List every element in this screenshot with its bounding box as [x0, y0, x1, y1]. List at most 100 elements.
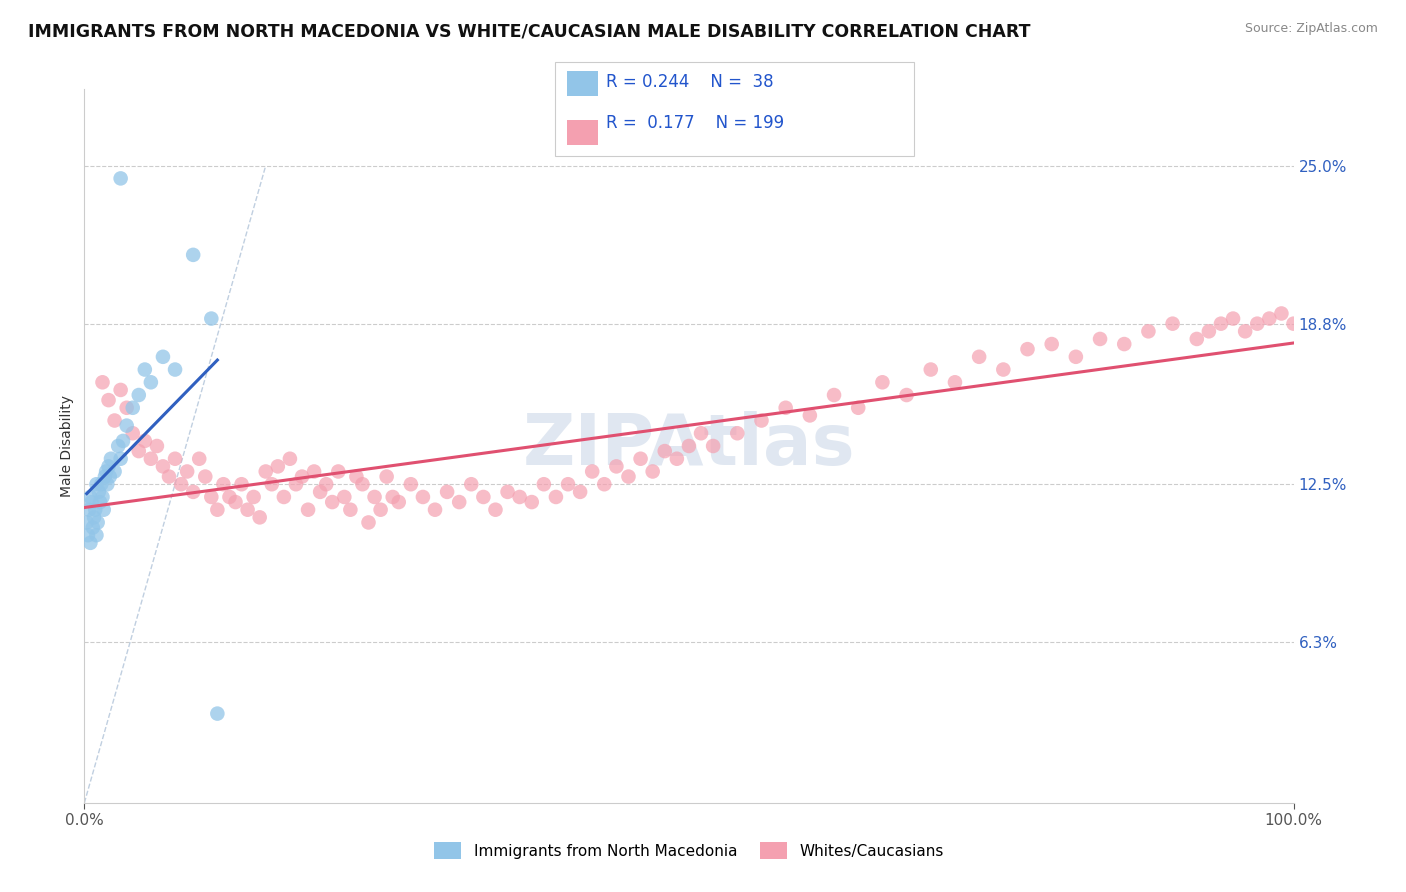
- Point: [775, 401, 797, 415]
- Point: [412, 490, 434, 504]
- Point: [1270, 306, 1292, 320]
- Point: [1234, 324, 1257, 338]
- Point: [751, 413, 773, 427]
- Point: [84, 502, 107, 516]
- Point: [93, 502, 115, 516]
- Point: [165, 451, 187, 466]
- Point: [315, 477, 337, 491]
- Point: [1017, 342, 1039, 356]
- Point: [690, 426, 713, 441]
- Point: [423, 502, 446, 516]
- Point: [654, 444, 676, 458]
- Point: [352, 477, 374, 491]
- Point: [581, 465, 603, 479]
- Point: [297, 502, 319, 516]
- Point: [260, 477, 283, 491]
- Point: [799, 409, 821, 423]
- Point: [82, 520, 104, 534]
- Point: [121, 426, 143, 441]
- Point: [1161, 317, 1184, 331]
- Text: Source: ZipAtlas.com: Source: ZipAtlas.com: [1244, 22, 1378, 36]
- Point: [496, 484, 519, 499]
- Point: [472, 490, 495, 504]
- Point: [1198, 324, 1220, 338]
- Point: [207, 502, 229, 516]
- Point: [157, 469, 180, 483]
- Text: ZIPAtlas: ZIPAtlas: [523, 411, 855, 481]
- Point: [112, 434, 135, 448]
- Point: [557, 477, 579, 491]
- Point: [218, 490, 240, 504]
- Point: [678, 439, 700, 453]
- Point: [321, 495, 343, 509]
- Point: [97, 393, 120, 408]
- Point: [188, 451, 211, 466]
- Point: [460, 477, 482, 491]
- Point: [94, 469, 117, 483]
- Point: [1258, 311, 1281, 326]
- Point: [110, 383, 132, 397]
- Point: [484, 502, 506, 516]
- Text: IMMIGRANTS FROM NORTH MACEDONIA VS WHITE/CAUCASIAN MALE DISABILITY CORRELATION C: IMMIGRANTS FROM NORTH MACEDONIA VS WHITE…: [28, 22, 1031, 40]
- Point: [96, 477, 118, 491]
- Point: [115, 401, 138, 415]
- Point: [328, 465, 350, 479]
- Point: [86, 477, 108, 491]
- Point: [176, 465, 198, 479]
- Point: [86, 528, 108, 542]
- Point: [285, 477, 308, 491]
- Point: [339, 502, 361, 516]
- Point: [231, 477, 253, 491]
- Point: [1282, 317, 1305, 331]
- Point: [1088, 332, 1111, 346]
- Point: [181, 484, 204, 499]
- Point: [333, 490, 356, 504]
- Point: [920, 362, 942, 376]
- Point: [181, 248, 204, 262]
- Point: [346, 469, 368, 483]
- Point: [80, 495, 103, 509]
- Point: [110, 451, 132, 466]
- Point: [87, 484, 110, 499]
- Point: [872, 376, 894, 390]
- Point: [943, 376, 966, 390]
- Point: [1209, 317, 1232, 331]
- Point: [76, 516, 98, 530]
- Point: [309, 484, 332, 499]
- Point: [1222, 311, 1244, 326]
- Point: [79, 536, 101, 550]
- Point: [1137, 324, 1160, 338]
- Point: [128, 388, 150, 402]
- Point: [110, 171, 132, 186]
- Point: [509, 490, 531, 504]
- Point: [97, 459, 120, 474]
- Point: [1185, 332, 1208, 346]
- Point: [200, 490, 222, 504]
- Point: [399, 477, 422, 491]
- Point: [702, 439, 724, 453]
- Point: [967, 350, 990, 364]
- Point: [665, 451, 688, 466]
- Point: [436, 484, 458, 499]
- Point: [1040, 337, 1063, 351]
- Text: R =  0.177    N = 199: R = 0.177 N = 199: [606, 114, 785, 132]
- Point: [79, 490, 101, 504]
- Point: [225, 495, 247, 509]
- Point: [449, 495, 471, 509]
- Point: [83, 510, 105, 524]
- Point: [896, 388, 918, 402]
- Point: [242, 490, 264, 504]
- Point: [98, 469, 121, 483]
- Point: [207, 706, 229, 721]
- Point: [569, 484, 592, 499]
- Point: [388, 495, 411, 509]
- Point: [993, 362, 1015, 376]
- Point: [104, 465, 127, 479]
- Point: [823, 388, 845, 402]
- Point: [236, 502, 259, 516]
- Point: [278, 451, 301, 466]
- Point: [91, 490, 114, 504]
- Point: [375, 469, 398, 483]
- Point: [544, 490, 567, 504]
- Point: [90, 477, 112, 491]
